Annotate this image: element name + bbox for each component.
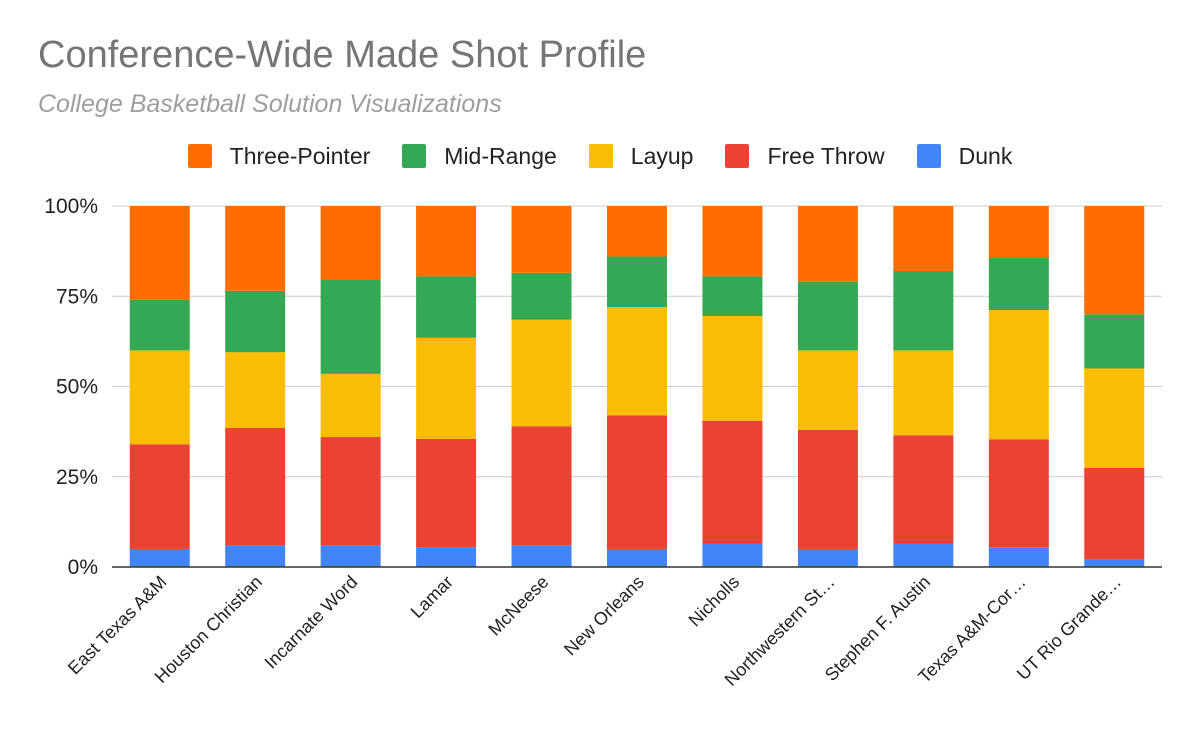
bar-segment-mid-range bbox=[607, 256, 667, 308]
x-tick-label: Nicholls bbox=[685, 572, 744, 631]
bar-segment-dunk bbox=[607, 548, 667, 567]
legend-item-dunk: Dunk bbox=[916, 142, 1013, 170]
bar-segment-dunk bbox=[225, 545, 286, 567]
bar-segment-mid-range bbox=[225, 290, 286, 353]
bar-segment-three-pointer bbox=[225, 206, 286, 291]
legend-label: Mid-Range bbox=[444, 142, 557, 169]
bar-segment-layup bbox=[511, 319, 572, 427]
bar-segment-free-throw bbox=[988, 439, 1049, 548]
legend-swatch bbox=[725, 144, 750, 168]
y-tick-label: 75% bbox=[56, 285, 98, 308]
bar-segment-free-throw bbox=[320, 437, 381, 546]
bar-segment-free-throw bbox=[893, 435, 954, 544]
bar-segment-layup bbox=[702, 316, 763, 421]
bar-segment-layup bbox=[225, 352, 286, 429]
legend-item-layup: Layup bbox=[588, 142, 694, 170]
bar-segment-layup bbox=[320, 373, 381, 438]
bar-segment-three-pointer bbox=[511, 206, 572, 273]
bar-segment-free-throw bbox=[129, 444, 190, 549]
bar-segment-mid-range bbox=[797, 281, 858, 351]
bar-segment-layup bbox=[416, 337, 477, 439]
bar-segment-mid-range bbox=[320, 280, 381, 374]
x-tick-label: Lamar bbox=[407, 572, 457, 622]
bar-segment-three-pointer bbox=[1084, 206, 1145, 315]
y-tick-label: 0% bbox=[68, 556, 98, 579]
bar-segment-layup bbox=[988, 310, 1049, 440]
bar-segment-dunk bbox=[988, 547, 1049, 567]
bar-segment-mid-range bbox=[988, 258, 1049, 311]
bar-segment-three-pointer bbox=[607, 206, 667, 257]
bar-segment-free-throw bbox=[797, 429, 858, 549]
x-tick-label: UT Rio Grande… bbox=[1013, 572, 1125, 684]
bar-segment-mid-range bbox=[129, 299, 190, 351]
bar-segment-free-throw bbox=[702, 420, 763, 544]
legend-swatch bbox=[588, 144, 613, 168]
chart-title: Conference-Wide Made Shot Profile bbox=[38, 34, 647, 76]
bar-segment-dunk bbox=[320, 545, 381, 567]
bar-segment-mid-range bbox=[511, 272, 572, 320]
legend-swatch bbox=[187, 144, 212, 168]
bar-segment-three-pointer bbox=[320, 206, 381, 281]
bar-segment-free-throw bbox=[225, 428, 286, 546]
bar-segment-dunk bbox=[416, 547, 477, 567]
bar-segment-three-pointer bbox=[129, 206, 190, 300]
bar-segment-mid-range bbox=[702, 276, 763, 317]
bar-segment-three-pointer bbox=[893, 206, 954, 271]
bar-segment-free-throw bbox=[1084, 467, 1145, 560]
y-tick-label: 50% bbox=[56, 376, 98, 399]
bar-segment-dunk bbox=[129, 548, 190, 567]
bar-segment-three-pointer bbox=[988, 206, 1049, 259]
bar-segment-dunk bbox=[797, 548, 858, 567]
bar-segment-layup bbox=[607, 307, 667, 416]
chart-subtitle: College Basketball Solution Visualizatio… bbox=[38, 90, 502, 118]
bar-segment-free-throw bbox=[416, 438, 477, 548]
bar-segment-mid-range bbox=[416, 276, 477, 338]
legend-label: Layup bbox=[630, 142, 694, 169]
bar-segment-layup bbox=[1084, 368, 1145, 468]
bar-segment-dunk bbox=[893, 543, 954, 567]
y-tick-label: 100% bbox=[44, 195, 98, 218]
x-tick-label: Stephen F. Austin bbox=[821, 572, 934, 685]
x-tick-label: New Orleans bbox=[560, 572, 648, 660]
bar-segment-free-throw bbox=[511, 426, 572, 546]
x-tick-label: McNeese bbox=[484, 572, 552, 640]
legend: Three-Pointer Mid-Range Layup Free Throw Dun… bbox=[0, 142, 1200, 170]
y-tick-label: 25% bbox=[56, 466, 98, 489]
bar-segment-layup bbox=[129, 350, 190, 445]
bar-segment-layup bbox=[797, 350, 858, 430]
bar-segment-three-pointer bbox=[702, 206, 763, 277]
x-tick-label: Incarnate Word bbox=[261, 572, 362, 673]
legend-label: Dunk bbox=[958, 142, 1013, 169]
bar-segment-dunk bbox=[511, 545, 572, 567]
bar-segment-three-pointer bbox=[416, 206, 477, 277]
legend-item-free-throw: Free Throw bbox=[725, 142, 885, 170]
bar-segment-three-pointer bbox=[797, 206, 858, 282]
bar-segment-mid-range bbox=[893, 270, 954, 351]
legend-swatch bbox=[402, 144, 427, 168]
bar-segment-dunk bbox=[1084, 559, 1145, 567]
bar-segment-layup bbox=[893, 350, 954, 436]
x-tick-label: East Texas A&M bbox=[64, 572, 171, 679]
bar-segment-mid-range bbox=[1084, 314, 1145, 369]
x-tick-label: Houston Christian bbox=[151, 572, 266, 687]
legend-swatch bbox=[916, 144, 941, 168]
legend-item-mid-range: Mid-Range bbox=[402, 143, 557, 170]
legend-item-three-pointer: Three-Pointer bbox=[187, 142, 371, 170]
legend-label: Free Throw bbox=[767, 142, 885, 169]
legend-label: Three-Pointer bbox=[229, 142, 371, 169]
bar-segment-dunk bbox=[702, 543, 763, 567]
bar-segment-free-throw bbox=[607, 415, 667, 549]
